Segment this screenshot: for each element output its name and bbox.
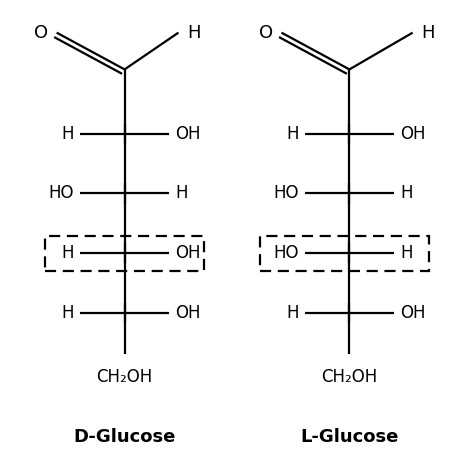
Text: H: H — [62, 304, 74, 322]
Text: H: H — [286, 304, 299, 322]
Text: OH: OH — [400, 304, 426, 322]
Text: OH: OH — [175, 304, 201, 322]
Text: HO: HO — [273, 244, 299, 262]
Text: H: H — [400, 244, 412, 262]
Text: O: O — [34, 24, 48, 42]
Text: HO: HO — [48, 185, 74, 202]
Text: L-Glucose: L-Glucose — [300, 428, 399, 446]
Text: O: O — [259, 24, 273, 42]
Text: D-Glucose: D-Glucose — [73, 428, 176, 446]
Bar — [45, 236, 204, 271]
Text: H: H — [400, 185, 412, 202]
Text: H: H — [421, 24, 435, 42]
Bar — [260, 236, 429, 271]
Text: OH: OH — [175, 244, 201, 262]
Text: H: H — [187, 24, 201, 42]
Text: HO: HO — [273, 185, 299, 202]
Text: CH₂OH: CH₂OH — [321, 368, 378, 386]
Text: H: H — [175, 185, 188, 202]
Text: OH: OH — [175, 125, 201, 143]
Text: CH₂OH: CH₂OH — [96, 368, 153, 386]
Text: H: H — [286, 125, 299, 143]
Text: H: H — [62, 244, 74, 262]
Text: H: H — [62, 125, 74, 143]
Text: OH: OH — [400, 125, 426, 143]
